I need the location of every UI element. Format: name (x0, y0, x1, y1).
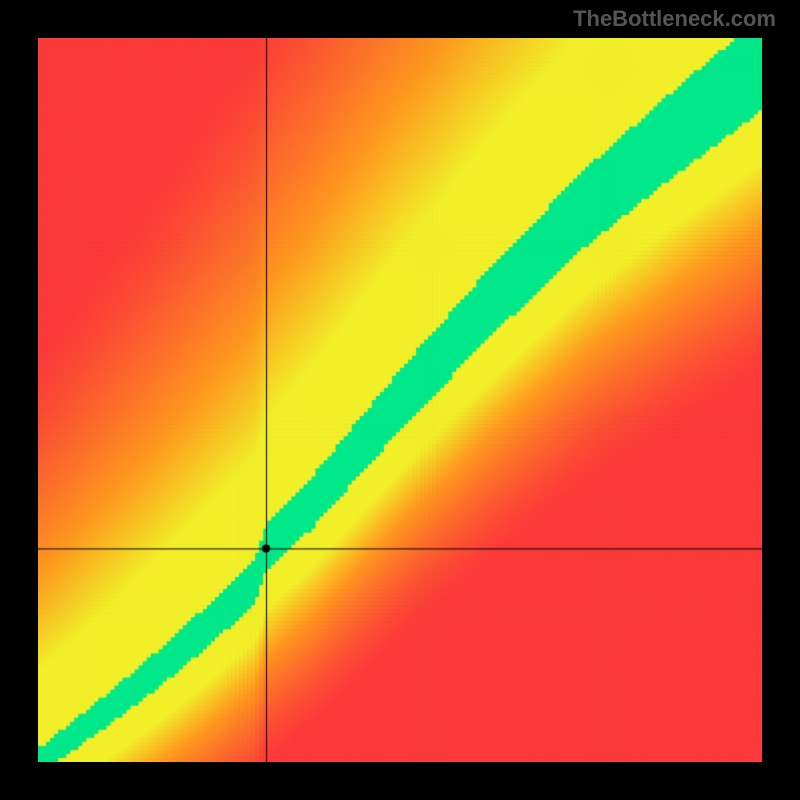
chart-container: TheBottleneck.com (0, 0, 800, 800)
heatmap-canvas (38, 38, 762, 762)
plot-black-frame (0, 0, 800, 800)
watermark-text: TheBottleneck.com (573, 6, 776, 32)
